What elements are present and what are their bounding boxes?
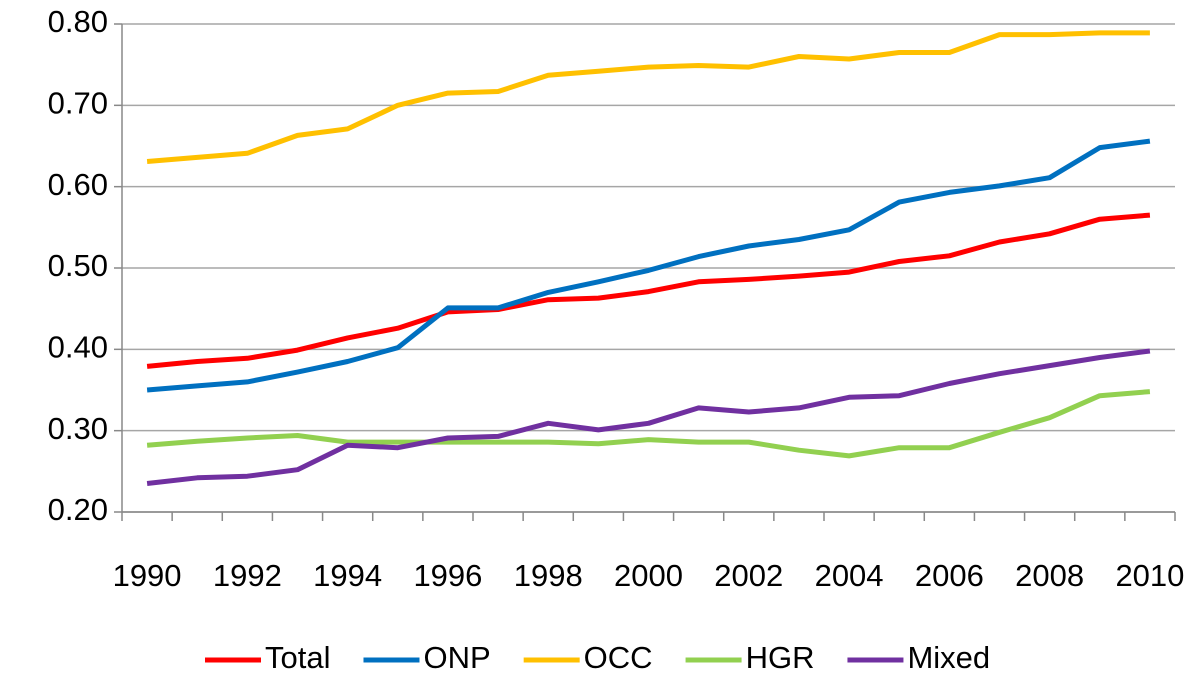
x-tick-label: 2010 xyxy=(1115,558,1184,593)
x-tick-label: 2006 xyxy=(915,558,984,593)
series-line xyxy=(146,30,1150,164)
legend-label: HGR xyxy=(746,640,815,675)
series-line xyxy=(146,348,1151,486)
x-tick-label: 1992 xyxy=(213,558,282,593)
x-tick-label: 2002 xyxy=(714,558,783,593)
x-tick-label: 1998 xyxy=(514,558,583,593)
series-line xyxy=(146,212,1151,369)
legend-label: ONP xyxy=(423,640,490,675)
legend-label: OCC xyxy=(584,640,653,675)
series-line xyxy=(146,138,1151,393)
x-tick-label: 1994 xyxy=(313,558,382,593)
legend-label: Mixed xyxy=(907,640,990,675)
y-tick-label: 0.50 xyxy=(48,248,108,283)
y-tick-label: 0.60 xyxy=(48,167,108,202)
y-tick-label: 0.30 xyxy=(48,411,108,446)
y-tick-label: 0.40 xyxy=(48,330,108,365)
x-tick-label: 2004 xyxy=(815,558,884,593)
legend-label: Total xyxy=(265,640,330,675)
x-tick-label: 1996 xyxy=(413,558,482,593)
x-tick-label: 2008 xyxy=(1015,558,1084,593)
x-tick-label: 2000 xyxy=(614,558,683,593)
y-tick-label: 0.20 xyxy=(48,492,108,527)
y-tick-label: 0.70 xyxy=(48,86,108,121)
x-tick-label: 1990 xyxy=(113,558,182,593)
series-line xyxy=(146,389,1151,459)
y-tick-label: 0.80 xyxy=(48,4,108,39)
